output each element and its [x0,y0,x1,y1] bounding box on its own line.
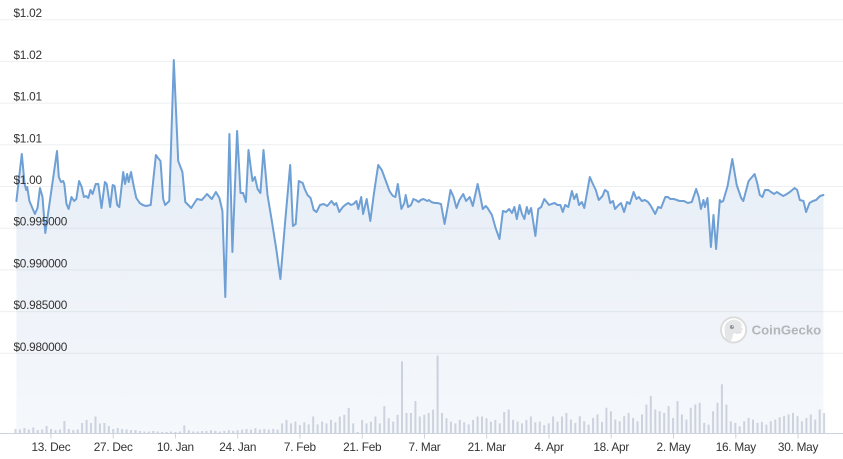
svg-text:2. May: 2. May [657,440,691,454]
svg-text:4. Apr: 4. Apr [534,440,564,454]
svg-text:13. Dec: 13. Dec [31,440,70,454]
svg-text:$1.01: $1.01 [14,90,42,104]
svg-text:$1.02: $1.02 [14,6,42,20]
svg-text:18. Apr: 18. Apr [593,440,629,454]
svg-text:CoinGecko: CoinGecko [752,322,822,337]
svg-text:24. Jan: 24. Jan [219,440,256,454]
svg-text:10. Jan: 10. Jan [157,440,194,454]
svg-text:7. Mar: 7. Mar [409,440,441,454]
svg-text:$0.980000: $0.980000 [14,340,68,354]
svg-text:21. Feb: 21. Feb [343,440,382,454]
svg-text:$0.985000: $0.985000 [14,298,68,312]
svg-text:30. May: 30. May [778,440,819,454]
svg-text:21. Mar: 21. Mar [468,440,507,454]
svg-text:7. Feb: 7. Feb [284,440,317,454]
svg-text:$0.995000: $0.995000 [14,215,68,229]
svg-text:$1.02: $1.02 [14,48,42,62]
svg-text:$0.990000: $0.990000 [14,256,68,270]
svg-text:16. May: 16. May [716,440,757,454]
svg-text:$1.01: $1.01 [14,131,42,145]
svg-text:$1.00: $1.00 [14,173,43,187]
svg-text:27. Dec: 27. Dec [94,440,133,454]
